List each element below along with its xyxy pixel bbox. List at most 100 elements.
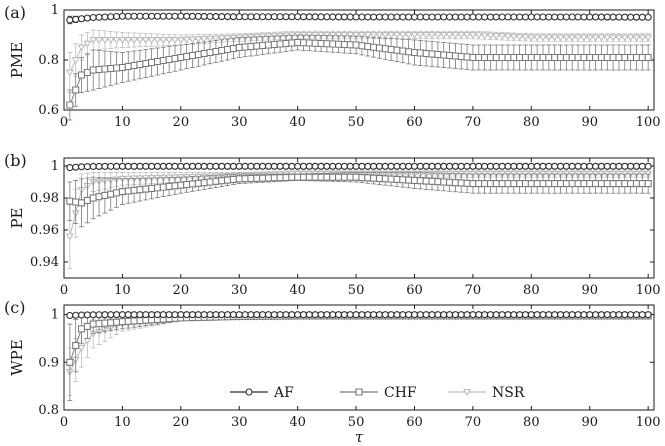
data-point <box>562 13 570 21</box>
data-point <box>521 53 530 62</box>
data-point <box>358 173 366 182</box>
data-point <box>113 311 121 319</box>
legend-marker <box>245 388 253 396</box>
data-point <box>527 180 535 188</box>
data-point <box>603 311 611 319</box>
data-point <box>294 38 302 47</box>
data-point <box>264 13 273 21</box>
series-chf <box>66 312 652 401</box>
data-point <box>200 311 208 319</box>
data-point <box>118 162 126 170</box>
data-point <box>428 32 436 40</box>
data-point <box>200 179 208 187</box>
data-point <box>72 163 80 171</box>
data-point <box>603 162 611 170</box>
data-point <box>136 162 144 170</box>
data-point <box>393 13 401 21</box>
data-point <box>463 179 471 187</box>
data-point <box>270 174 278 182</box>
data-point <box>603 53 611 62</box>
data-point <box>77 345 86 353</box>
data-point <box>621 13 629 21</box>
series-chf <box>66 34 652 121</box>
data-point <box>457 311 465 319</box>
x-tick-label: 0 <box>60 283 68 298</box>
x-tick-label: 80 <box>523 283 540 298</box>
data-point <box>259 162 267 170</box>
x-tick-label: 50 <box>348 283 365 298</box>
data-point <box>422 311 430 319</box>
y-axis-label: PME <box>8 42 26 78</box>
x-tick-label: 90 <box>581 115 598 130</box>
data-point <box>177 53 185 62</box>
data-point <box>72 342 80 350</box>
data-point <box>539 162 547 170</box>
data-point <box>159 37 168 45</box>
data-point <box>107 190 115 198</box>
data-point <box>89 162 97 171</box>
data-point <box>276 13 284 21</box>
data-point <box>545 162 553 170</box>
data-point <box>101 319 109 327</box>
data-point <box>410 176 419 184</box>
data-point <box>142 162 150 170</box>
data-point <box>335 162 343 170</box>
data-point <box>469 162 477 170</box>
data-point <box>334 32 343 40</box>
data-point <box>428 162 436 170</box>
chart-panel: 0 10 20 30 40 50 60 70 80 90 100 0.8 0.9 1 (c) WPE τ AF CH… <box>4 298 661 446</box>
data-point <box>329 173 337 181</box>
data-point <box>545 53 553 62</box>
data-point <box>106 37 115 45</box>
data-point <box>364 311 372 319</box>
data-point <box>370 13 378 21</box>
data-point <box>451 162 459 170</box>
data-point <box>451 52 459 60</box>
data-point <box>474 32 483 40</box>
data-point <box>346 41 354 49</box>
data-point <box>580 311 588 319</box>
data-point <box>562 162 570 170</box>
data-point <box>148 311 156 319</box>
data-point <box>299 39 308 47</box>
data-point <box>422 177 430 185</box>
data-point <box>527 162 535 170</box>
data-point <box>632 53 641 62</box>
data-point <box>574 13 582 21</box>
data-point <box>72 86 80 94</box>
data-point <box>346 173 354 181</box>
data-point <box>148 12 156 20</box>
data-point <box>270 13 278 21</box>
data-point <box>294 162 302 170</box>
data-point <box>276 162 284 170</box>
data-point <box>294 13 302 21</box>
data-point <box>434 162 442 170</box>
data-point <box>159 183 167 191</box>
data-point <box>475 13 483 21</box>
data-point <box>481 180 489 188</box>
data-point <box>229 311 237 319</box>
y-tick-label: 0.6 <box>38 103 59 118</box>
data-point <box>77 163 86 171</box>
data-point <box>171 37 179 45</box>
data-point <box>574 311 582 319</box>
data-point <box>592 53 600 62</box>
data-point <box>311 311 319 319</box>
legend: AF CHF NSR <box>230 385 525 401</box>
data-point <box>218 177 226 185</box>
data-point <box>509 33 518 41</box>
data-point <box>486 53 494 62</box>
data-point <box>352 311 360 319</box>
data-point <box>475 53 483 62</box>
data-point <box>107 311 115 319</box>
x-tick-label: 70 <box>465 283 482 298</box>
data-point <box>416 162 424 170</box>
data-point <box>521 162 530 170</box>
data-point <box>346 162 354 170</box>
data-point <box>66 16 74 24</box>
data-point <box>492 162 500 170</box>
x-tick-label: 10 <box>114 415 131 430</box>
data-point <box>89 311 97 319</box>
data-point <box>83 311 91 319</box>
